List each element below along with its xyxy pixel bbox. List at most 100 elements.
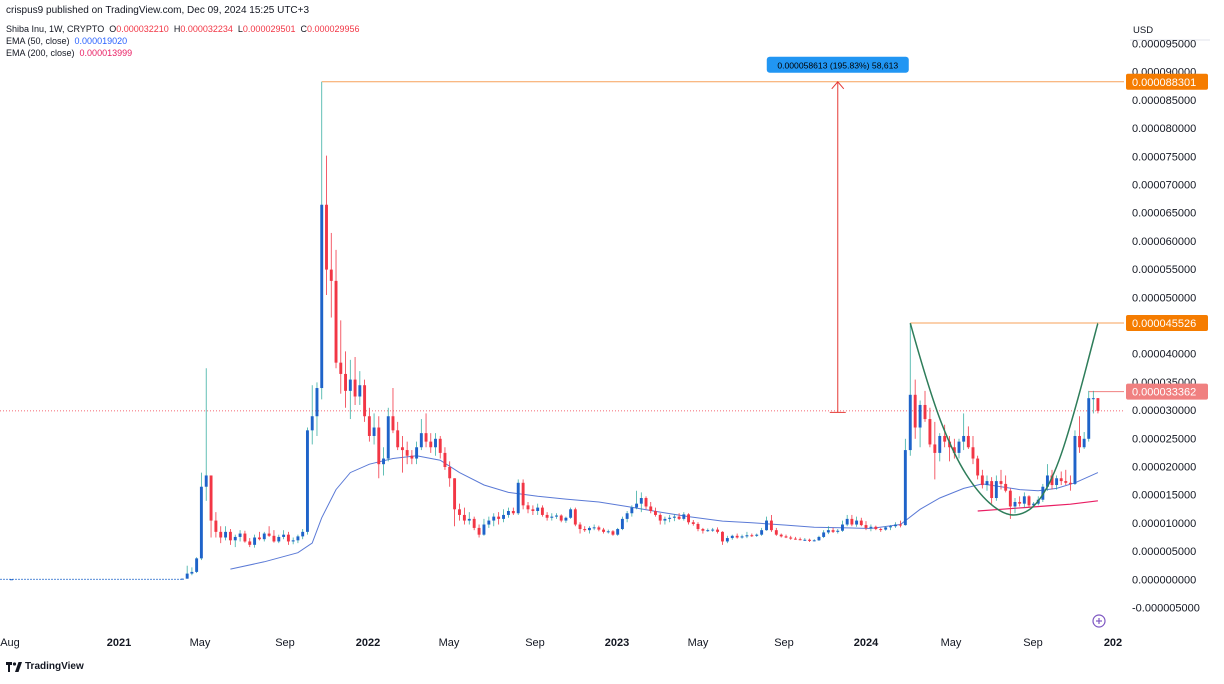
- x-tick-label: 2021: [107, 637, 131, 649]
- candle: [1004, 475, 1008, 493]
- candle-body: [831, 530, 835, 532]
- candle: [980, 469, 984, 489]
- candle-body: [219, 531, 223, 538]
- legend-ema200[interactable]: EMA (200, close) 0.000013999: [6, 48, 132, 58]
- candle-body: [282, 534, 286, 537]
- candle: [845, 514, 849, 527]
- candle-body: [286, 534, 290, 542]
- candle: [943, 424, 947, 448]
- candle-body: [310, 416, 314, 431]
- candle: [363, 379, 367, 422]
- legend-ema200-label: EMA (200, close): [6, 48, 75, 58]
- x-tick-label: Sep: [525, 637, 545, 649]
- candle-body: [894, 524, 897, 527]
- candle: [9, 579, 13, 581]
- candle-body: [779, 534, 783, 537]
- candle-body: [344, 373, 348, 391]
- candle: [889, 525, 893, 531]
- candle-body: [1078, 435, 1082, 448]
- candle-body: [531, 509, 535, 511]
- candle-body: [938, 435, 942, 453]
- candle-body: [716, 529, 720, 532]
- candle: [611, 530, 615, 536]
- candle: [999, 469, 1003, 490]
- candle: [740, 534, 744, 539]
- legend-low-label: L: [237, 24, 243, 34]
- legend-open-value: 0.000032210: [116, 24, 169, 34]
- candle: [396, 421, 400, 451]
- y-tick-label: 0.000050000: [1132, 292, 1196, 304]
- tradingview-brand[interactable]: TradingView: [6, 661, 84, 672]
- candle: [344, 351, 348, 408]
- candle: [1055, 475, 1059, 490]
- candle-body: [555, 515, 558, 517]
- candle: [898, 520, 902, 528]
- candle: [358, 371, 362, 405]
- candle: [305, 427, 309, 535]
- candle: [569, 507, 573, 519]
- candle-body: [391, 416, 395, 431]
- candle: [812, 539, 816, 542]
- price-axis[interactable]: USD0.0000950000.0000900000.0000850000.00…: [1124, 0, 1224, 679]
- x-tick-label: May: [190, 637, 211, 649]
- candle-body: [663, 518, 667, 521]
- candle-body: [672, 516, 676, 518]
- y-tick-label: 0.000015000: [1132, 490, 1196, 502]
- candle-body: [845, 518, 849, 525]
- price-tag-box: [1126, 73, 1208, 90]
- candle: [1059, 471, 1063, 486]
- candle: [672, 514, 676, 522]
- y-tick-label: 0.000065000: [1132, 208, 1196, 220]
- ema50-line: [230, 455, 1099, 570]
- candle: [606, 529, 610, 534]
- candle: [367, 407, 371, 442]
- candle: [334, 249, 338, 369]
- x-tick-label: Aug: [0, 637, 20, 649]
- candle: [253, 534, 257, 548]
- candle-body: [506, 510, 510, 515]
- x-tick-label: 2024: [854, 637, 879, 649]
- candle-body: [511, 510, 515, 514]
- x-tick-label: Sep: [275, 637, 295, 649]
- candle-body: [701, 529, 705, 531]
- candle-body: [943, 435, 947, 442]
- candle-body: [1064, 481, 1068, 483]
- legend-ema50[interactable]: EMA (50, close) 0.000019020: [6, 36, 127, 46]
- candle: [282, 530, 286, 540]
- candle: [635, 490, 639, 510]
- candle: [583, 526, 587, 532]
- candle: [502, 509, 505, 523]
- time-axis[interactable]: Aug 2021 May Sep 2022 May Sep 2023 May Sep 2024 May…: [0, 614, 1122, 649]
- candles-layer: [0, 81, 1100, 581]
- candle: [497, 512, 501, 525]
- candle: [550, 513, 554, 521]
- candle: [894, 522, 897, 528]
- candle-body: [238, 533, 242, 537]
- candle: [784, 534, 788, 539]
- price-tag-label: 0.000088301: [1132, 77, 1196, 89]
- candle-body: [257, 537, 261, 540]
- goto-realtime-icon[interactable]: [1092, 614, 1106, 628]
- candle: [1082, 432, 1086, 449]
- candle: [711, 527, 715, 532]
- candle: [272, 530, 276, 543]
- candle-body: [262, 533, 266, 540]
- candle: [301, 529, 305, 540]
- candle-body: [1091, 398, 1095, 400]
- candle-body: [611, 531, 615, 535]
- candle-body: [377, 427, 381, 465]
- candle-body: [415, 447, 419, 459]
- candle-body: [1087, 398, 1091, 439]
- candle: [789, 535, 793, 540]
- candle-body: [559, 515, 563, 521]
- candle-body: [812, 540, 816, 542]
- candle-body: [348, 379, 352, 391]
- measure-arrowhead: [831, 81, 845, 90]
- candle-body: [850, 518, 854, 525]
- candle: [315, 382, 319, 436]
- candle: [573, 507, 577, 527]
- legend-open-label: O: [109, 24, 117, 34]
- candle-body: [334, 280, 338, 363]
